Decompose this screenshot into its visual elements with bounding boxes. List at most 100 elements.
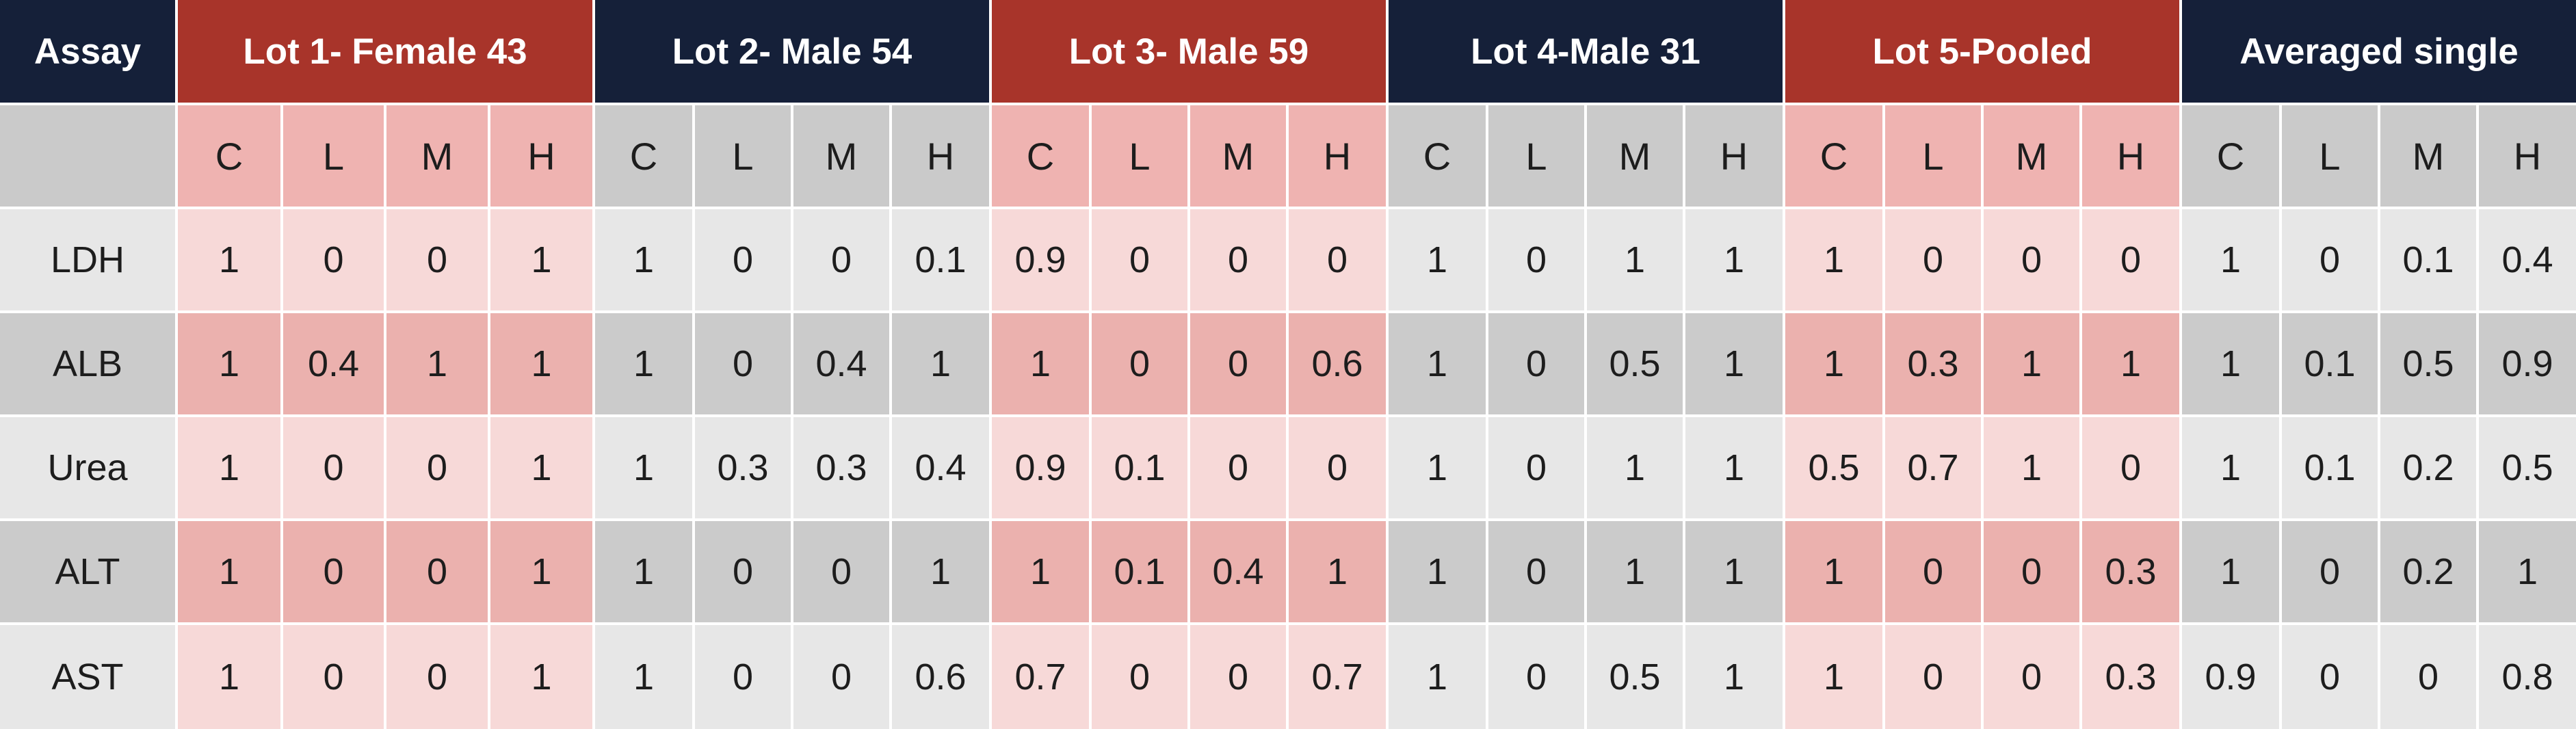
- table-cell: 0: [1885, 625, 1981, 729]
- sub-column-header: L: [1488, 105, 1584, 207]
- table-cell: 1: [1984, 313, 2079, 414]
- group-header: Lot 1- Female 43: [178, 0, 592, 103]
- table-cell: 0.3: [2082, 521, 2179, 622]
- table-cell: 0: [283, 625, 384, 729]
- table-cell: 1: [595, 209, 692, 310]
- table-cell: 0.4: [892, 417, 989, 518]
- sub-column-header: H: [892, 105, 989, 207]
- table-cell: 0.5: [1587, 625, 1683, 729]
- table-cell: 1: [1685, 417, 1783, 518]
- table-cell: 0: [1190, 625, 1286, 729]
- table-cell: 1: [595, 313, 692, 414]
- table-cell: 0.7: [1289, 625, 1386, 729]
- group-header: Averaged single: [2182, 0, 2576, 103]
- table-cell: 1: [178, 521, 280, 622]
- table-cell: 0.6: [892, 625, 989, 729]
- table-cell: 1: [892, 313, 989, 414]
- table-cell: 1: [2182, 313, 2279, 414]
- assay-column-header: Assay: [0, 0, 175, 103]
- assay-name: ALT: [0, 521, 175, 622]
- table-cell: 0: [695, 521, 791, 622]
- sub-column-header: H: [1289, 105, 1386, 207]
- table-cell: 1: [1785, 209, 1882, 310]
- sub-column-header: M: [1190, 105, 1286, 207]
- assay-name: AST: [0, 625, 175, 729]
- table-cell: 0.5: [1785, 417, 1882, 518]
- table-cell: 0: [2282, 625, 2378, 729]
- table-cell: 1: [490, 209, 592, 310]
- table-cell: 1: [490, 521, 592, 622]
- sub-column-header: M: [1984, 105, 2079, 207]
- table-cell: 0: [283, 417, 384, 518]
- table-cell: 0: [1488, 417, 1584, 518]
- sub-column-header: L: [695, 105, 791, 207]
- table-cell: 1: [490, 625, 592, 729]
- group-header: Lot 3- Male 59: [992, 0, 1386, 103]
- sub-column-header: M: [386, 105, 488, 207]
- table-cell: 0: [1488, 625, 1584, 729]
- sub-column-header: H: [2479, 105, 2576, 207]
- table-cell: 1: [1389, 521, 1486, 622]
- table-cell: 0.3: [695, 417, 791, 518]
- table-cell: 0: [695, 209, 791, 310]
- table-cell: 0.1: [2282, 313, 2378, 414]
- group-header: Lot 4-Male 31: [1389, 0, 1783, 103]
- table-cell: 1: [2479, 521, 2576, 622]
- table-cell: 0: [793, 521, 889, 622]
- table-cell: 0: [793, 625, 889, 729]
- table-cell: 1: [2082, 313, 2179, 414]
- table-cell: 0: [1092, 313, 1187, 414]
- assay-name: Urea: [0, 417, 175, 518]
- table-cell: 0.4: [283, 313, 384, 414]
- table-cell: 1: [1389, 313, 1486, 414]
- table-cell: 0: [1984, 625, 2079, 729]
- table-cell: 1: [1389, 625, 1486, 729]
- table-cell: 1: [1984, 417, 2079, 518]
- table-cell: 0: [1092, 209, 1187, 310]
- sub-column-header: M: [793, 105, 889, 207]
- table-cell: 1: [1587, 521, 1683, 622]
- table-cell: 1: [2182, 209, 2279, 310]
- sub-column-header: C: [2182, 105, 2279, 207]
- table-cell: 0: [1885, 209, 1981, 310]
- table-cell: 0: [1984, 209, 2079, 310]
- table-cell: 1: [178, 209, 280, 310]
- table-cell: 0.3: [793, 417, 889, 518]
- table-cell: 0.1: [1092, 521, 1187, 622]
- table-cell: 0: [2282, 521, 2378, 622]
- table-cell: 0: [1190, 417, 1286, 518]
- table-cell: 0: [1488, 313, 1584, 414]
- sub-column-header: C: [178, 105, 280, 207]
- sub-column-header: H: [490, 105, 592, 207]
- table-cell: 0.9: [992, 417, 1089, 518]
- sub-column-header: M: [1587, 105, 1683, 207]
- table-cell: 1: [178, 625, 280, 729]
- table-cell: 0.9: [2479, 313, 2576, 414]
- table-cell: 0.4: [793, 313, 889, 414]
- table-cell: 0.1: [1092, 417, 1187, 518]
- sub-column-header: L: [2282, 105, 2378, 207]
- sub-column-header: C: [992, 105, 1089, 207]
- table-cell: 1: [892, 521, 989, 622]
- sub-column-header: H: [2082, 105, 2179, 207]
- table-cell: 1: [1389, 417, 1486, 518]
- sub-column-header: C: [1785, 105, 1882, 207]
- table-cell: 0.3: [2082, 625, 2179, 729]
- table-cell: 0: [386, 209, 488, 310]
- sub-column-header: C: [1389, 105, 1486, 207]
- table-cell: 0: [1885, 521, 1981, 622]
- table-cell: 0: [1984, 521, 2079, 622]
- table-cell: 0.2: [2380, 417, 2476, 518]
- table-cell: 1: [490, 313, 592, 414]
- table-cell: 0.4: [1190, 521, 1286, 622]
- table-cell: 0.7: [992, 625, 1089, 729]
- table-cell: 0.5: [2479, 417, 2576, 518]
- table-cell: 0: [793, 209, 889, 310]
- table-cell: 0: [695, 625, 791, 729]
- table-cell: 1: [1685, 625, 1783, 729]
- table-cell: 1: [1785, 521, 1882, 622]
- table-cell: 1: [178, 313, 280, 414]
- assay-name: LDH: [0, 209, 175, 310]
- table-cell: 1: [595, 625, 692, 729]
- table-cell: 1: [1685, 521, 1783, 622]
